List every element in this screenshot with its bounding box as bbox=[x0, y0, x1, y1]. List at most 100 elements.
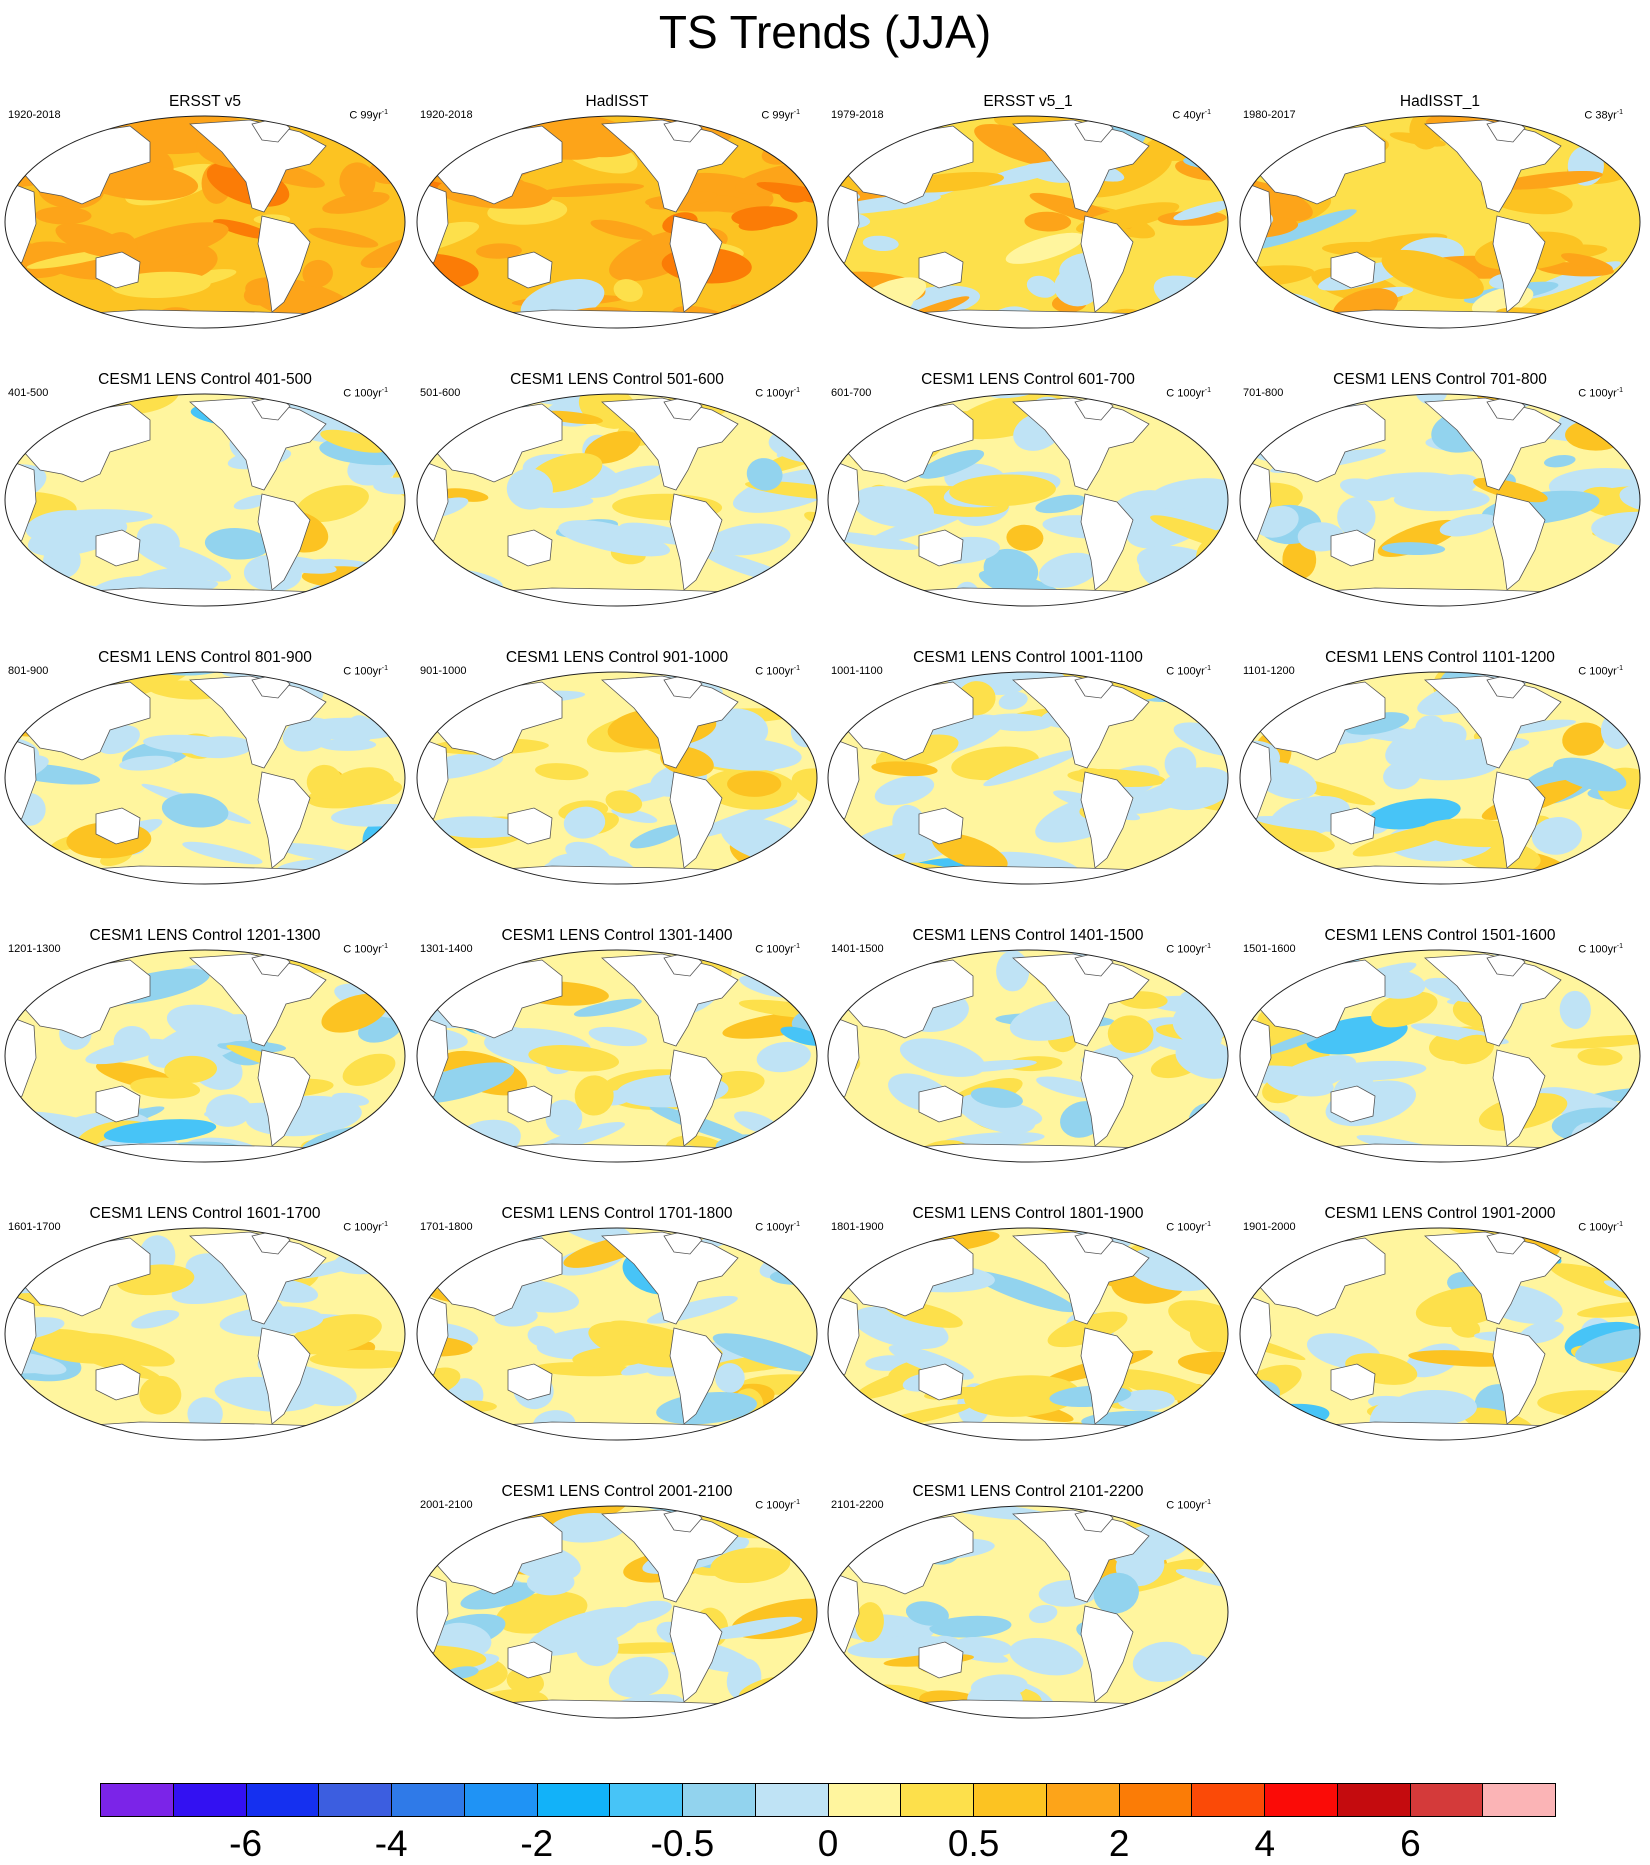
units-exponent: -1 bbox=[1205, 387, 1211, 394]
colorbar-swatch bbox=[1120, 1784, 1193, 1816]
antarctica-land bbox=[1245, 310, 1635, 332]
antarctica-land bbox=[10, 310, 400, 332]
antarctica-land bbox=[833, 1144, 1223, 1166]
colorbar-tick-label: 2 bbox=[1069, 1823, 1169, 1865]
colorbar-tick-label: 0 bbox=[778, 1823, 878, 1865]
trend-contour bbox=[1186, 1511, 1227, 1535]
trend-contour bbox=[726, 604, 770, 610]
panel-units-label: C 100yr-1 bbox=[755, 384, 800, 401]
panel-period-label: 1101-1200 bbox=[1243, 664, 1295, 678]
panel-period-label: 1920-2018 bbox=[420, 108, 473, 122]
map-container bbox=[0, 668, 410, 893]
world-map bbox=[1235, 112, 1645, 332]
trend-contour bbox=[831, 1129, 867, 1152]
world-map bbox=[823, 1502, 1233, 1722]
trend-contour bbox=[1141, 865, 1222, 888]
map-container bbox=[0, 946, 410, 1171]
antarctica-land bbox=[422, 1422, 812, 1444]
trend-contour bbox=[1235, 1151, 1315, 1166]
units-exponent: -1 bbox=[794, 109, 800, 116]
world-map bbox=[823, 668, 1233, 888]
antarctica-land bbox=[422, 588, 812, 610]
antarctica-land bbox=[1245, 1422, 1635, 1444]
trend-contour bbox=[386, 1148, 410, 1166]
trend-contour bbox=[1235, 965, 1264, 984]
colorbar-swatch bbox=[1483, 1784, 1555, 1816]
colorbar-tick-label: -4 bbox=[341, 1823, 441, 1865]
units-text: C 40yr bbox=[1172, 110, 1204, 122]
trend-contour bbox=[1480, 884, 1523, 888]
colorbar-swatch bbox=[901, 1784, 974, 1816]
world-map bbox=[1235, 1224, 1645, 1444]
map-container bbox=[1235, 946, 1645, 1171]
trend-contour bbox=[834, 561, 867, 598]
panel-period-label: 2001-2100 bbox=[420, 1498, 473, 1512]
trend-contour bbox=[853, 404, 890, 427]
panel-units-label: C 100yr-1 bbox=[755, 940, 800, 957]
colorbar-swatch bbox=[319, 1784, 392, 1816]
units-exponent: -1 bbox=[1617, 387, 1623, 394]
panel-period-label: 901-1000 bbox=[420, 664, 467, 678]
panel-period-label: 1301-1400 bbox=[420, 942, 473, 956]
units-text: C 100yr bbox=[343, 944, 382, 956]
units-text: C 100yr bbox=[1578, 388, 1617, 400]
antarctica-land bbox=[833, 866, 1223, 888]
trend-contour bbox=[412, 537, 437, 578]
panel-units-label: C 99yr-1 bbox=[349, 106, 388, 123]
panel-units-label: C 100yr-1 bbox=[1578, 940, 1623, 957]
trend-contour bbox=[62, 1224, 94, 1232]
panel-units-label: C 100yr-1 bbox=[1166, 940, 1211, 957]
antarctica-land bbox=[1245, 866, 1635, 888]
units-text: C 100yr bbox=[755, 944, 794, 956]
map-container bbox=[823, 112, 1233, 337]
units-exponent: -1 bbox=[382, 943, 388, 950]
figure-title: TS Trends (JJA) bbox=[0, 4, 1650, 60]
units-text: C 100yr bbox=[1578, 666, 1617, 678]
panel-period-label: 1501-1600 bbox=[1243, 942, 1296, 956]
world-map bbox=[0, 390, 410, 610]
panel-units-label: C 100yr-1 bbox=[1166, 1496, 1211, 1513]
colorbar bbox=[100, 1783, 1556, 1817]
units-text: C 100yr bbox=[1166, 1500, 1205, 1512]
antarctica-land bbox=[833, 1422, 1223, 1444]
panel-period-label: 1001-1100 bbox=[831, 664, 883, 678]
panel-units-label: C 100yr-1 bbox=[1166, 662, 1211, 679]
panel-units-label: C 100yr-1 bbox=[755, 1496, 800, 1513]
trend-contour bbox=[132, 607, 185, 610]
trend-contour bbox=[4, 566, 65, 604]
world-map bbox=[0, 1224, 410, 1444]
trend-contour bbox=[1592, 1437, 1645, 1444]
trend-contour bbox=[470, 112, 536, 121]
panel-period-label: 1201-1300 bbox=[8, 942, 61, 956]
trend-contour bbox=[906, 601, 943, 610]
trend-contour bbox=[1426, 884, 1524, 888]
trend-contour bbox=[402, 691, 410, 727]
panel-period-label: 1901-2000 bbox=[1243, 1220, 1296, 1234]
trend-contour bbox=[823, 137, 854, 173]
panel-units-label: C 100yr-1 bbox=[1578, 662, 1623, 679]
trend-contour bbox=[1235, 547, 1267, 586]
units-text: C 100yr bbox=[1166, 388, 1205, 400]
units-text: C 99yr bbox=[349, 110, 381, 122]
colorbar-swatch bbox=[392, 1784, 465, 1816]
units-text: C 100yr bbox=[1166, 666, 1205, 678]
trend-contour bbox=[1040, 1164, 1104, 1166]
panel-period-label: 1980-2017 bbox=[1243, 108, 1296, 122]
units-text: C 100yr bbox=[343, 1222, 382, 1234]
units-text: C 100yr bbox=[755, 1500, 794, 1512]
antarctica-land bbox=[10, 1144, 400, 1166]
trend-contour bbox=[801, 1281, 822, 1298]
colorbar-swatch bbox=[1192, 1784, 1265, 1816]
panel-units-label: C 100yr-1 bbox=[755, 662, 800, 679]
units-exponent: -1 bbox=[382, 109, 388, 116]
